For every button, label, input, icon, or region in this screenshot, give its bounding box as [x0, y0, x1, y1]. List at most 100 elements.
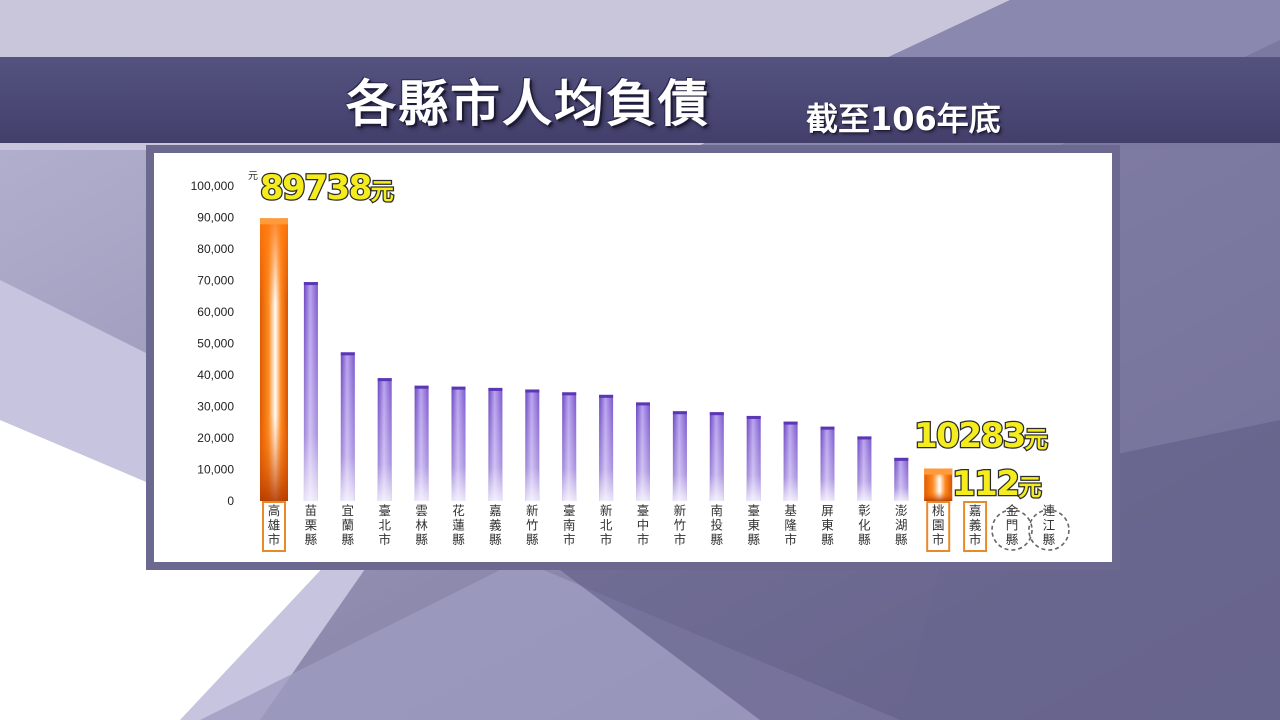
category-label: 彰化縣 [858, 503, 871, 547]
svg-text:新: 新 [526, 503, 539, 518]
bar [525, 389, 540, 501]
y-unit-label: 元 [248, 171, 258, 182]
bar [599, 394, 614, 501]
svg-text:縣: 縣 [526, 532, 539, 547]
bar [924, 468, 953, 501]
svg-text:臺: 臺 [747, 503, 760, 518]
bar [340, 352, 355, 501]
y-tick-label: 40,000 [197, 368, 234, 382]
category-label: 高雄市 [268, 503, 281, 547]
svg-text:基: 基 [784, 503, 797, 518]
bar [709, 412, 724, 501]
highlight-box [926, 501, 951, 552]
category-label: 臺南市 [563, 503, 576, 547]
page-subtitle: 截至106年底 [806, 100, 1001, 138]
svg-text:林: 林 [415, 518, 428, 533]
svg-text:嘉: 嘉 [489, 503, 502, 518]
category-label: 屏東縣 [821, 503, 834, 547]
bar [636, 402, 650, 501]
bar [414, 385, 429, 501]
bar [672, 411, 687, 501]
bar [894, 457, 909, 501]
svg-text:湖: 湖 [895, 518, 908, 533]
svg-text:縣: 縣 [858, 532, 871, 547]
y-tick-label: 10,000 [197, 463, 234, 477]
svg-text:縣: 縣 [747, 532, 760, 547]
category-label: 連江縣 [1043, 503, 1056, 547]
category-label: 新竹縣 [526, 503, 539, 547]
svg-text:臺: 臺 [563, 503, 576, 518]
bar [303, 282, 318, 501]
svg-text:江: 江 [1043, 518, 1056, 533]
category-label: 苗栗縣 [305, 503, 318, 547]
y-tick-label: 70,000 [197, 274, 234, 288]
svg-text:隆: 隆 [784, 518, 797, 533]
svg-text:市: 市 [378, 532, 391, 547]
svg-text:澎: 澎 [895, 503, 908, 518]
dashed-circle-marker [1028, 509, 1070, 551]
svg-text:化: 化 [858, 518, 871, 533]
category-label: 新竹市 [674, 503, 687, 547]
svg-text:南: 南 [711, 503, 724, 518]
category-label: 桃園市 [932, 503, 945, 547]
chart-panel: 0 10,000 20,000 30,000 40,000 50,000 60,000 70,… [154, 153, 1112, 562]
svg-text:竹: 竹 [526, 518, 539, 533]
svg-text:宜: 宜 [342, 503, 355, 518]
svg-text:臺: 臺 [637, 503, 650, 518]
svg-text:縣: 縣 [342, 532, 355, 547]
svg-text:義: 義 [969, 518, 982, 533]
y-tick-label: 100,000 [191, 179, 235, 193]
category-label: 臺東縣 [747, 503, 760, 547]
svg-text:屏: 屏 [821, 503, 834, 518]
svg-text:市: 市 [969, 532, 982, 547]
y-tick-label: 80,000 [197, 242, 234, 256]
svg-text:栗: 栗 [305, 518, 318, 533]
svg-text:彰: 彰 [858, 503, 871, 518]
svg-text:蓮: 蓮 [452, 518, 465, 533]
svg-text:門: 門 [1006, 518, 1019, 533]
page-title: 各縣市人均負債 [346, 75, 710, 133]
svg-text:市: 市 [674, 532, 687, 547]
svg-text:縣: 縣 [1043, 532, 1056, 547]
bar [562, 392, 577, 501]
svg-text:中: 中 [637, 518, 650, 533]
category-label: 宜蘭縣 [342, 503, 355, 547]
bar [820, 426, 835, 501]
category-label: 澎湖縣 [895, 503, 908, 547]
svg-text:雲: 雲 [415, 503, 428, 518]
category-label: 嘉義縣 [489, 503, 502, 547]
bar [260, 218, 288, 501]
svg-text:市: 市 [600, 532, 613, 547]
category-label: 花蓮縣 [452, 503, 465, 547]
svg-text:嘉: 嘉 [969, 503, 982, 518]
bar-chart: 0 10,000 20,000 30,000 40,000 50,000 60,000 70,… [191, 167, 1070, 552]
svg-text:臺: 臺 [378, 503, 391, 518]
svg-text:北: 北 [378, 518, 391, 533]
highlight-box [963, 501, 988, 552]
svg-text:北: 北 [600, 518, 613, 533]
y-tick-label: 50,000 [197, 337, 234, 351]
bar [783, 421, 798, 501]
svg-text:市: 市 [563, 532, 576, 547]
y-tick-label: 20,000 [197, 431, 234, 445]
bar [857, 436, 872, 501]
svg-text:縣: 縣 [452, 532, 465, 547]
svg-text:縣: 縣 [489, 532, 502, 547]
svg-text:園: 園 [932, 518, 945, 533]
svg-text:苗: 苗 [305, 503, 318, 518]
title-banner [0, 57, 1280, 143]
svg-text:高: 高 [268, 503, 281, 518]
highlight-box [262, 501, 286, 552]
y-tick-label: 0 [227, 494, 234, 508]
bar [377, 378, 392, 501]
svg-text:南: 南 [563, 518, 576, 533]
svg-text:東: 東 [821, 518, 834, 533]
svg-text:市: 市 [637, 532, 650, 547]
value-callout: 89738元 [260, 168, 394, 208]
bar [451, 386, 466, 501]
y-tick-label: 60,000 [197, 305, 234, 319]
svg-text:縣: 縣 [1006, 532, 1019, 547]
svg-text:雄: 雄 [268, 518, 281, 533]
category-label: 臺中市 [637, 503, 650, 547]
svg-text:義: 義 [489, 518, 502, 533]
